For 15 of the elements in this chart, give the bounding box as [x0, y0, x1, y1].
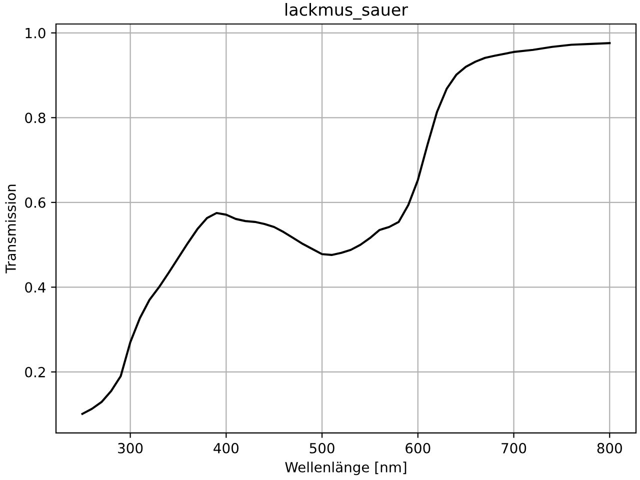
- x-axis-title: Wellenlänge [nm]: [285, 462, 406, 476]
- x-tick-label: 300: [118, 442, 143, 454]
- y-tick-label: 0.6: [25, 197, 46, 208]
- y-tick-label: 0.4: [25, 282, 46, 293]
- y-tick-label: 0.2: [25, 366, 45, 378]
- y-tick-label: 1.0: [26, 28, 46, 38]
- chart-title: lackmus_sauer: [286, 3, 408, 20]
- x-tick-label: 500: [310, 442, 334, 454]
- line-series: [81, 42, 611, 415]
- x-tick-label: 600: [406, 442, 430, 454]
- y-axis-title: Transmission: [5, 184, 16, 274]
- x-tick-label: 400: [214, 442, 238, 454]
- x-tick-label: 800: [597, 442, 622, 454]
- y-tick-label: 0.8: [25, 112, 46, 124]
- x-tick-label: 700: [502, 442, 526, 454]
